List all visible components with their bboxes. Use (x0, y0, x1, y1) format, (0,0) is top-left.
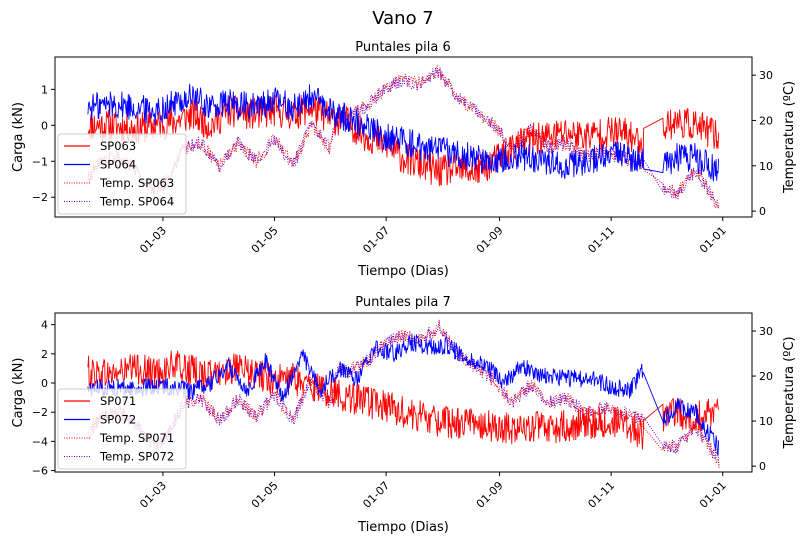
y-axis-label-left: Carga (kN) (11, 358, 26, 428)
legend-label: SP071 (100, 394, 136, 408)
axes-frame (54, 312, 753, 473)
y-right-tick-label: 0 (759, 460, 766, 473)
y-axis-ticks-right: 0 10 20 30 (752, 325, 773, 473)
y-right-tick-label: 10 (759, 160, 773, 173)
legend: SP063 SP064 Temp. SP063 Temp. SP064 (57, 133, 187, 215)
y-tick-label: 0 (41, 377, 48, 390)
y-right-tick-label: 0 (759, 205, 766, 218)
x-tick-label: 01-07 (360, 224, 392, 256)
y-right-tick-label: 10 (759, 415, 773, 428)
y-axis-label-right: Temperatura (ºC) (782, 81, 797, 194)
y-tick-label: −2 (32, 406, 48, 419)
x-tick-label: 01-03 (137, 479, 169, 511)
y-right-tick-label: 30 (759, 325, 773, 338)
subplot-title: Puntales pila 6 (355, 40, 451, 55)
series-line-sp071 (87, 350, 720, 450)
subplot-pila-7: Puntales pila 7 01-03 01-05 01-07 01-09 01-1… (11, 295, 797, 535)
series-line-temp-sp072 (87, 320, 720, 468)
series-line-sp064 (87, 83, 720, 182)
y-axis-ticks-left: 1 0 −1 −2 (32, 83, 55, 204)
x-tick-label: 01-05 (249, 224, 281, 256)
y-right-tick-label: 30 (759, 69, 773, 82)
y-axis-label-left: Carga (kN) (11, 102, 26, 172)
legend-label: Temp. SP064 (99, 195, 174, 209)
x-axis-ticks: 01-03 01-05 01-07 01-09 01-11 01-01 (137, 472, 729, 511)
series-line-temp-sp071 (87, 319, 720, 469)
y-tick-label: −1 (32, 155, 48, 168)
series-layer (87, 319, 720, 469)
legend-label: Temp. SP072 (99, 450, 174, 464)
series-layer (87, 65, 720, 210)
y-axis-label-right: Temperatura (ºC) (782, 336, 797, 449)
y-tick-label: 2 (41, 348, 48, 361)
y-axis-ticks-right: 0 10 20 30 (752, 69, 773, 218)
axes-frame (54, 56, 753, 218)
legend: SP071 SP072 Temp. SP071 Temp. SP072 (57, 388, 187, 470)
x-tick-label: 01-09 (474, 224, 506, 256)
x-axis-label: Tiempo (Dias) (357, 520, 449, 535)
subplot-title: Puntales pila 7 (355, 295, 451, 310)
x-axis-label: Tiempo (Dias) (357, 264, 449, 279)
y-right-tick-label: 20 (759, 114, 773, 127)
y-tick-label: 1 (41, 83, 48, 96)
x-tick-label: 01-07 (360, 479, 392, 511)
y-tick-label: 0 (41, 119, 48, 132)
x-tick-label: 01-01 (697, 224, 729, 256)
y-right-tick-label: 20 (759, 370, 773, 383)
x-tick-label: 01-01 (697, 479, 729, 511)
series-line-sp063 (87, 94, 720, 187)
legend-label: SP072 (100, 413, 136, 427)
subplot-pila-6: Puntales pila 6 01-03 01-05 01-07 01-09 01-1… (11, 40, 797, 279)
x-tick-label: 01-09 (474, 479, 506, 511)
y-tick-label: −2 (32, 191, 48, 204)
x-tick-label: 01-03 (137, 224, 169, 256)
legend-label: SP063 (100, 139, 136, 153)
legend-label: Temp. SP071 (99, 431, 174, 445)
y-tick-label: −6 (32, 465, 48, 478)
legend-box (57, 133, 187, 215)
y-axis-ticks-left: 4 2 0 −2 −4 −6 (32, 319, 55, 478)
legend-label: SP064 (100, 158, 136, 172)
legend-label: Temp. SP063 (99, 176, 174, 190)
y-tick-label: −4 (32, 435, 48, 448)
legend-box (57, 388, 187, 470)
y-tick-label: 4 (41, 319, 48, 332)
series-line-sp072 (87, 333, 720, 456)
x-tick-label: 01-11 (585, 479, 617, 511)
x-tick-label: 01-11 (585, 224, 617, 256)
figure-suptitle: Vano 7 (372, 8, 434, 29)
x-tick-label: 01-05 (249, 479, 281, 511)
x-axis-ticks: 01-03 01-05 01-07 01-09 01-11 01-01 (137, 217, 729, 256)
